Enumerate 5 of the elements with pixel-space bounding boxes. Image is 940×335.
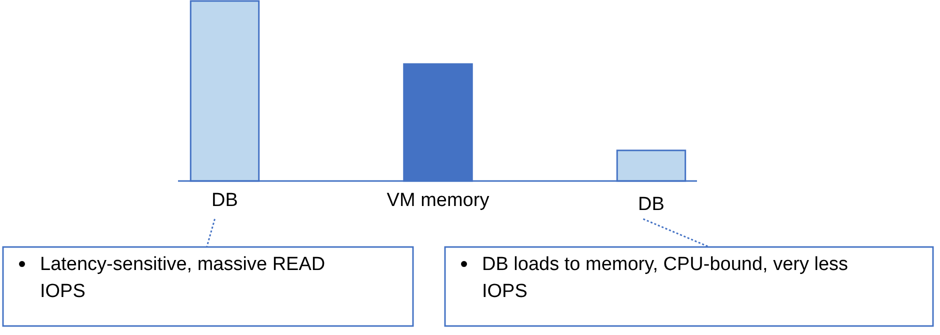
x-tick-label: DB (212, 190, 238, 211)
text: DB loads to memory, CPU-bound, very less IOPS (482, 254, 848, 302)
x-tick-label: VM memory (386, 190, 490, 211)
x-tick-label: DB (638, 194, 664, 215)
text: Latency-sensitive, massive READ IOPS (40, 254, 326, 302)
